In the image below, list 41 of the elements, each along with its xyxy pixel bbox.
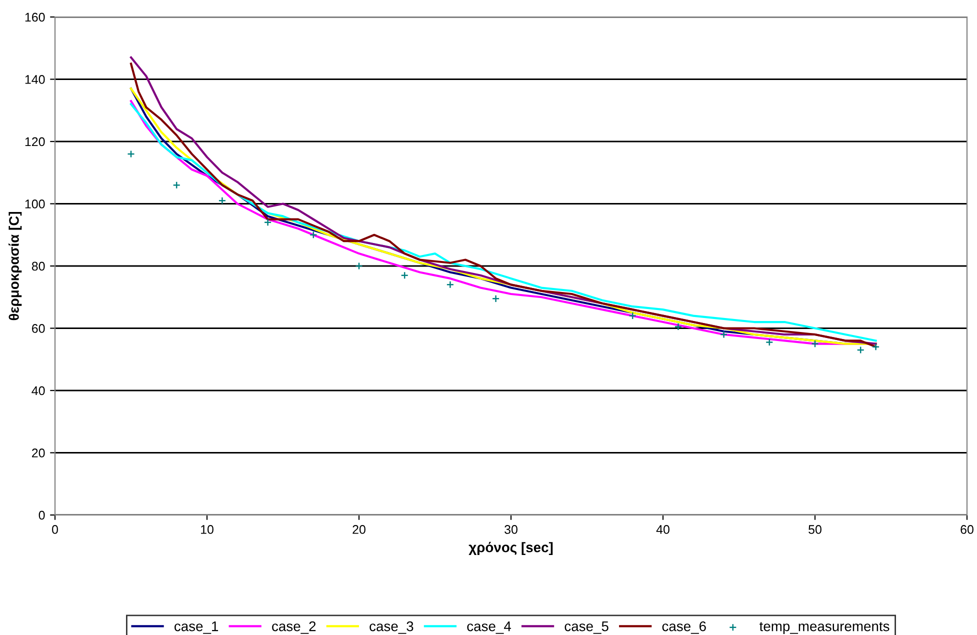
point bbox=[766, 338, 774, 346]
y-tick-label: 160 bbox=[25, 12, 45, 22]
legend-label: case_6 bbox=[662, 621, 706, 634]
point bbox=[264, 218, 272, 226]
legend-label: case_3 bbox=[370, 621, 414, 634]
point bbox=[218, 196, 226, 205]
x-tick-label: 60 bbox=[960, 525, 974, 534]
x-axis-title: χρόνος [sec] bbox=[468, 542, 553, 556]
y-tick-label: 40 bbox=[32, 386, 45, 396]
x-tick-label: 20 bbox=[352, 525, 366, 534]
legend-label: case_1 bbox=[174, 622, 218, 634]
point bbox=[856, 346, 864, 354]
x-tick-label: 0 bbox=[52, 525, 58, 534]
y-tick-label: 100 bbox=[25, 200, 45, 208]
point bbox=[127, 150, 135, 158]
legend-label: case_2 bbox=[272, 621, 316, 634]
point bbox=[872, 343, 880, 351]
y-axis-title: θερμοκρασία [C] bbox=[8, 212, 22, 320]
x-tick-label: 50 bbox=[808, 525, 822, 534]
y-tick-label: 140 bbox=[25, 75, 45, 84]
point bbox=[811, 340, 819, 348]
point bbox=[355, 262, 363, 270]
point bbox=[400, 271, 408, 280]
legend-label: case_4 bbox=[467, 622, 511, 634]
point bbox=[674, 322, 682, 331]
point bbox=[628, 312, 636, 320]
y-tick-label: 60 bbox=[32, 324, 45, 333]
point bbox=[172, 181, 180, 189]
x-tick-label: 10 bbox=[201, 525, 214, 534]
point bbox=[446, 280, 454, 289]
y-tick-label: 80 bbox=[32, 262, 45, 271]
y-tick-label: 20 bbox=[32, 448, 45, 458]
point bbox=[720, 330, 728, 338]
x-tick-label: 30 bbox=[504, 525, 518, 534]
point bbox=[492, 294, 500, 303]
point bbox=[310, 230, 318, 239]
legend-label: temp_measurements bbox=[760, 622, 890, 634]
legend-label: case_5 bbox=[564, 622, 608, 634]
x-tick-label: 40 bbox=[656, 525, 670, 534]
y-tick-label: 120 bbox=[25, 137, 45, 146]
y-tick-label: 0 bbox=[38, 510, 45, 520]
